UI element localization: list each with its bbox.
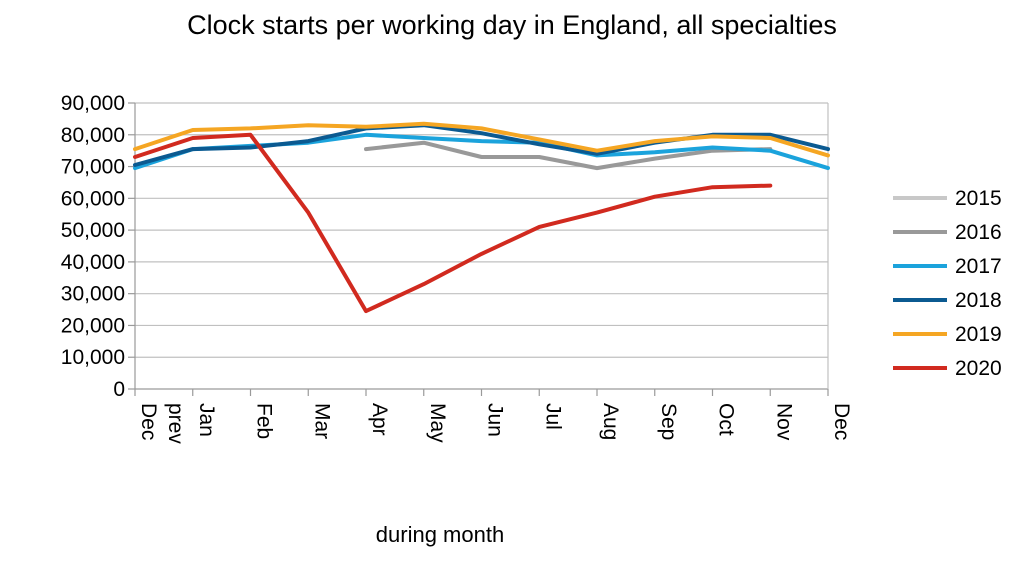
y-tick-label: 70,000 — [61, 156, 125, 179]
y-tick-label: 60,000 — [61, 187, 125, 210]
series-lines — [133, 121, 830, 314]
legend-label-2017: 2017 — [955, 255, 1002, 278]
x-tick-label: Sep — [657, 403, 680, 440]
y-axis-ticks: 0 10,000 20,000 30,000 40,000 50,000 60,000 70,… — [61, 92, 125, 401]
x-tick-label: Jun — [484, 403, 507, 437]
x-tick-label: Dec — [830, 403, 853, 440]
x-tick-label: Dec — [137, 403, 160, 440]
x-axis-title: during month — [375, 522, 505, 547]
y-tick-label: 90,000 — [61, 92, 125, 115]
y-tick-label: 10,000 — [61, 346, 125, 369]
legend-label-2019: 2019 — [955, 323, 1002, 346]
series-line-2019 — [133, 121, 830, 158]
x-tick-label: Oct — [715, 403, 738, 436]
x-axis-ticks: Dec prev Jan Feb Mar Apr May Jun Jul Aug Sep Oct Nov… — [137, 403, 853, 444]
series-line-2020 — [133, 132, 773, 314]
chart-title: Clock starts per working day in England,… — [187, 10, 837, 40]
x-tick-label: Aug — [599, 403, 622, 440]
y-tick-label: 20,000 — [61, 314, 125, 337]
x-tick-label: Jul — [541, 403, 564, 430]
legend-label-2015: 2015 — [955, 187, 1002, 210]
series-line-2016 — [364, 140, 773, 171]
x-tick-label: May — [426, 403, 449, 443]
x-tick-label: Apr — [368, 403, 391, 436]
legend: 2015 2016 2017 2018 2019 2020 — [893, 187, 1002, 380]
y-tick-label: 30,000 — [61, 283, 125, 306]
y-tick-label: 40,000 — [61, 251, 125, 274]
x-tick-label: Nov — [772, 403, 795, 441]
legend-label-2018: 2018 — [955, 289, 1002, 312]
x-tick-label: Mar — [310, 403, 333, 439]
x-tick-label: Jan — [195, 403, 218, 437]
legend-label-2016: 2016 — [955, 221, 1002, 244]
x-tick-label: Feb — [253, 403, 276, 439]
y-tick-label: 0 — [113, 378, 125, 401]
y-tick-label: 80,000 — [61, 124, 125, 147]
x-tick-label: prev — [164, 403, 187, 444]
legend-label-2020: 2020 — [955, 357, 1002, 380]
y-tick-label: 50,000 — [61, 219, 125, 242]
